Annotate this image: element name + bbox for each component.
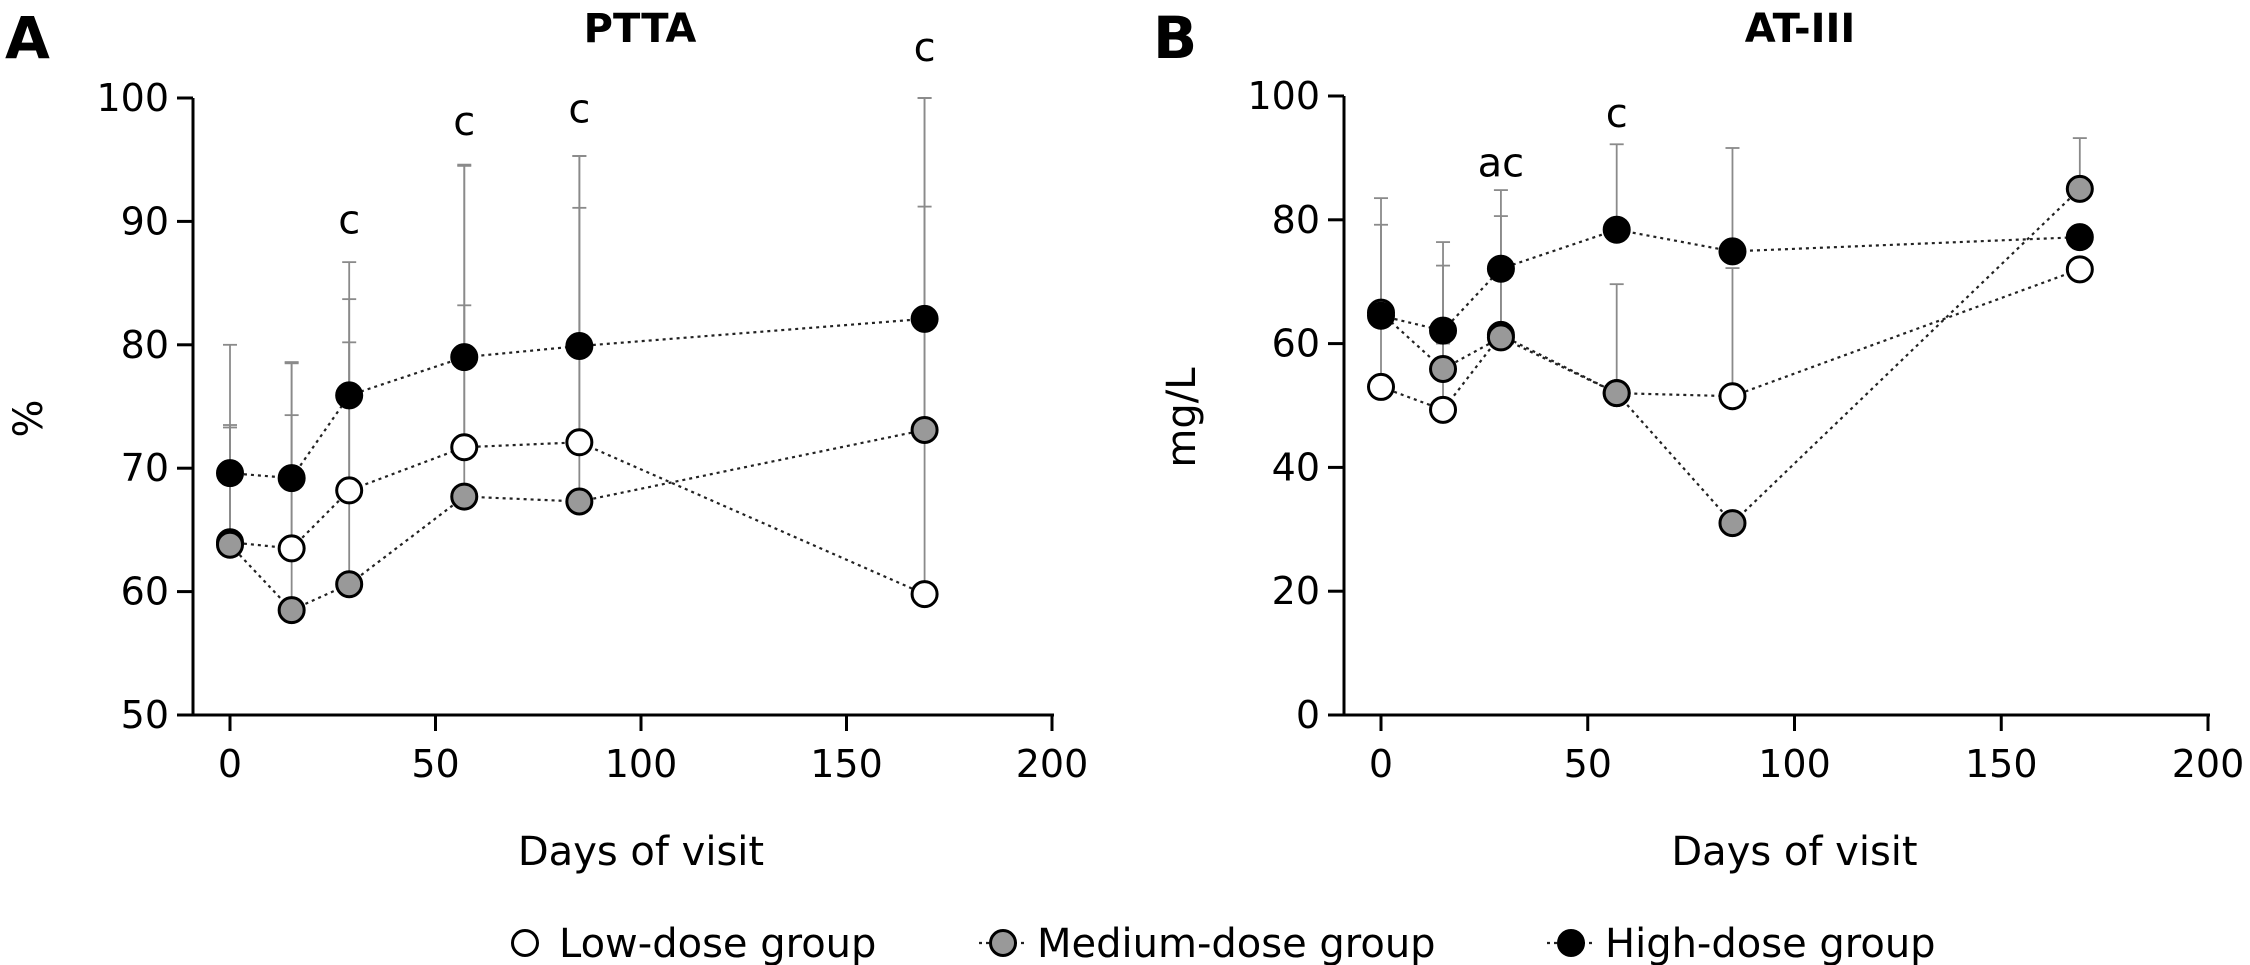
x-tick-label: 150 [1965, 742, 2038, 786]
significance-label: c [1606, 91, 1628, 137]
data-point-low [565, 428, 594, 457]
x-tick-label: 100 [1758, 742, 1831, 786]
x-axis-label: Days of visit [1671, 829, 1917, 875]
data-point-high [1602, 215, 1631, 244]
x-tick-label: 150 [810, 742, 883, 786]
legend-marker [1557, 929, 1585, 957]
y-axis-label: mg/L [1159, 367, 1205, 468]
legend-marker [511, 929, 539, 957]
data-point-low [1429, 395, 1458, 424]
chart-title: PTTA [584, 6, 697, 52]
x-tick-label: 200 [1016, 742, 1089, 786]
x-tick-label: 50 [411, 742, 459, 786]
legend: Low-dose group Medium-dose group High-dose… [511, 921, 1936, 965]
data-point-low [277, 534, 306, 563]
panel-letter: A [5, 4, 50, 72]
x-tick-label: 50 [1564, 742, 1612, 786]
y-tick-label: 100 [1247, 74, 1320, 118]
y-tick-label: 20 [1272, 569, 1320, 613]
y-tick-label: 100 [96, 76, 169, 120]
legend-label: Medium-dose group [1037, 921, 1436, 965]
data-point-high [2065, 223, 2094, 252]
series-line-low [1380, 268, 2081, 412]
significance-label: ac [1478, 140, 1525, 186]
y-tick-label: 50 [121, 693, 169, 737]
chart-title: AT-III [1745, 6, 1856, 52]
y-tick-label: 80 [121, 323, 169, 367]
significance-label: c [914, 25, 936, 71]
chart-panel-b: B AT-III 0 20 40 60 80 100 0 50 100 150 200 Days of v… [1153, 4, 2244, 875]
y-tick-label: 80 [1272, 198, 1320, 242]
data-point-medium [277, 596, 306, 625]
significance-label: c [338, 198, 360, 244]
data-point-high [1429, 316, 1458, 345]
data-point-medium [1718, 509, 1747, 538]
data-point-medium [910, 415, 939, 444]
y-tick-label: 60 [1272, 322, 1320, 366]
data-point-medium [2065, 174, 2094, 203]
series-line-medium [1380, 188, 2081, 525]
data-point-low [335, 476, 364, 505]
data-point-low [910, 580, 939, 609]
legend-marker [989, 929, 1017, 957]
chart-panel-a: A PTTA 50 60 70 80 90 100 0 50 100 150 200 Days of vi… [5, 4, 1088, 875]
series-line-low [229, 441, 926, 596]
data-point-high [565, 332, 594, 361]
y-tick-label: 0 [1296, 693, 1320, 737]
series-line-medium [229, 428, 925, 612]
data-point-medium [1602, 379, 1631, 408]
data-point-high [1367, 301, 1395, 330]
data-point-high [216, 459, 244, 488]
panel-letter: B [1153, 4, 1197, 72]
x-tick-label: 200 [2172, 742, 2245, 786]
data-point-medium [565, 487, 594, 516]
data-point-medium [335, 570, 364, 599]
significance-label: c [568, 87, 590, 133]
y-tick-label: 60 [121, 570, 169, 614]
data-point-low [1718, 382, 1747, 411]
legend-label: Low-dose group [559, 921, 876, 965]
y-axis-label: % [6, 399, 52, 437]
data-point-high [335, 381, 364, 410]
data-point-medium [216, 530, 244, 559]
x-tick-label: 0 [1369, 742, 1393, 786]
data-point-low [1367, 372, 1395, 401]
x-tick-label: 0 [218, 742, 242, 786]
legend-label: High-dose group [1605, 921, 1936, 965]
data-point-medium [450, 482, 479, 511]
x-tick-label: 100 [605, 742, 678, 786]
significance-label: c [453, 99, 475, 145]
data-point-high [450, 343, 479, 372]
data-point-high [1718, 237, 1747, 266]
data-point-low [2065, 255, 2094, 284]
y-tick-label: 90 [121, 199, 169, 243]
data-point-high [1486, 254, 1515, 283]
data-point-high [910, 304, 939, 333]
data-point-low [450, 433, 479, 462]
data-point-medium [1429, 354, 1458, 383]
data-point-medium [1486, 323, 1515, 352]
x-axis-label: Days of visit [518, 829, 764, 875]
data-point-high [277, 464, 306, 493]
y-tick-label: 40 [1272, 445, 1320, 489]
y-tick-label: 70 [121, 446, 169, 490]
